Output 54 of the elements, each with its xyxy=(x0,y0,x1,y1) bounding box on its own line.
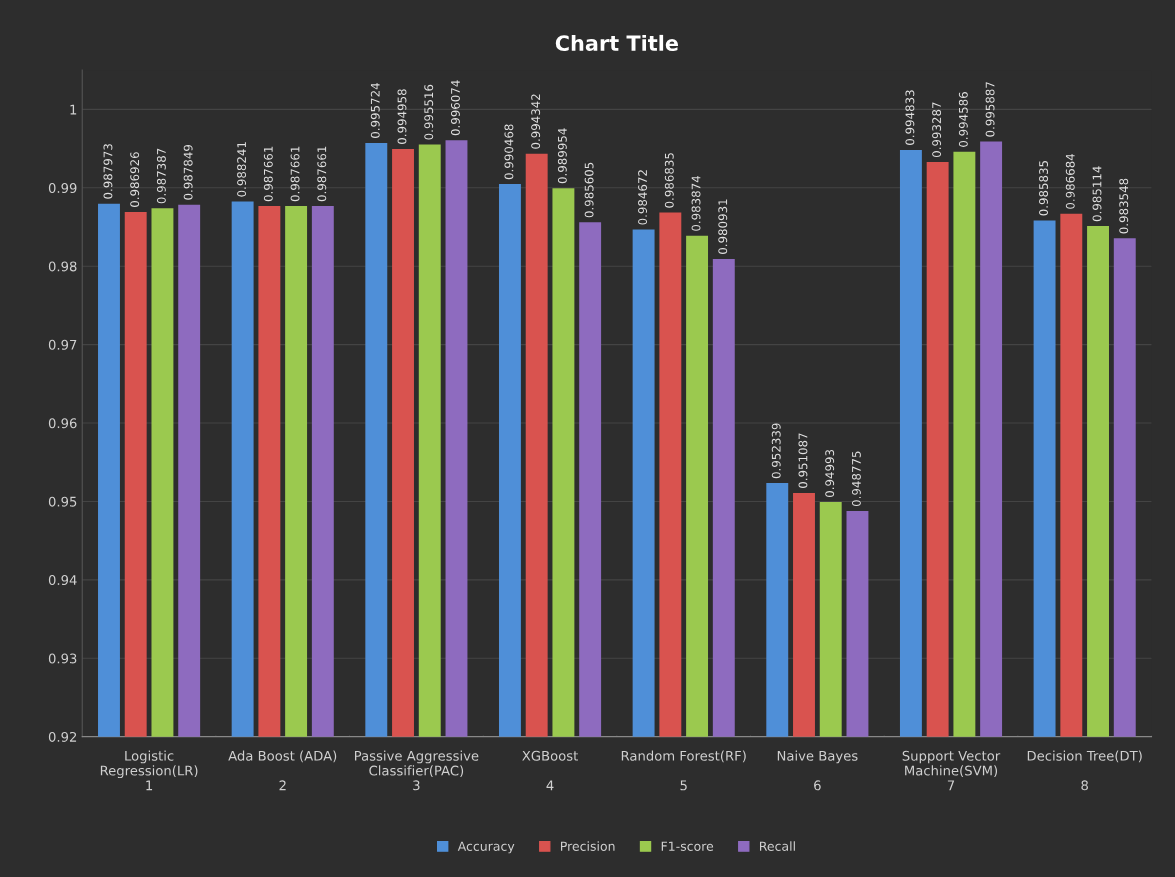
x-tick-label: Logistic Regression(LR) 1 xyxy=(100,750,198,791)
data-label: 0.984672 xyxy=(638,170,648,225)
data-label: 0.989954 xyxy=(557,128,567,184)
data-label: 0.994586 xyxy=(958,92,968,147)
x-tick-label: Passive Aggressive Classifier(PAC) 3 xyxy=(355,750,479,791)
y-tick-label: 0.99 xyxy=(48,183,77,193)
data-label: 0.985605 xyxy=(584,162,594,218)
category-label: Decision Tree(DT) 8 xyxy=(1027,750,1142,791)
data-label: 0.987849 xyxy=(183,144,193,200)
legend-label: F1-score xyxy=(661,841,714,851)
legend-label: Accuracy xyxy=(457,841,515,854)
category-label: Ada Boost (ADA) 2 xyxy=(228,750,337,791)
data-label: 0.983548 xyxy=(1119,178,1129,234)
data-label: 0.987387 xyxy=(156,148,166,204)
data-label: 0.988241 xyxy=(237,142,247,197)
x-tick-label: Support Vector Machine(SVM) 7 xyxy=(902,750,1001,791)
legend-label: Recall xyxy=(759,841,795,851)
data-label: 0.987661 xyxy=(263,146,273,202)
y-tick-label: 0.92 xyxy=(48,731,77,742)
data-label: 0.990468 xyxy=(504,124,514,180)
data-label: 0.986835 xyxy=(664,153,674,208)
y-tick-label: 0.98 xyxy=(48,261,77,272)
data-label: 0.987661 xyxy=(290,146,300,202)
y-tick-label: 0.93 xyxy=(48,653,77,664)
data-label: 0.985835 xyxy=(1039,160,1048,216)
category-label: Random Forest(RF) 5 xyxy=(621,750,746,791)
data-label: 0.995724 xyxy=(370,83,380,138)
data-label: 0.996074 xyxy=(450,80,460,136)
category-label: XGBoost 4 xyxy=(522,750,578,791)
data-label: 0.94993 xyxy=(825,449,835,498)
y-tick-label: 0.96 xyxy=(48,418,77,429)
data-label: 0.994342 xyxy=(531,94,541,149)
data-label: 0.952339 xyxy=(771,423,781,479)
data-label: 0.948775 xyxy=(851,451,861,507)
data-label: 0.993287 xyxy=(932,102,942,158)
data-label: 0.980931 xyxy=(718,199,728,254)
data-label: 0.986684 xyxy=(1065,153,1075,209)
data-label: 0.985114 xyxy=(1092,166,1102,222)
chart-title: Chart Title xyxy=(555,34,678,52)
category-label: Naive Bayes 6 xyxy=(777,750,858,791)
data-label: 0.995516 xyxy=(424,84,434,140)
legend-label: Precision xyxy=(560,841,615,851)
y-tick-label: 0.95 xyxy=(48,496,77,507)
data-label: 0.994958 xyxy=(397,89,407,144)
data-label: 0.987973 xyxy=(103,144,113,199)
data-label: 0.987661 xyxy=(317,146,327,202)
y-tick-label: 1 xyxy=(70,104,77,115)
data-label: 0.995887 xyxy=(985,82,995,137)
data-label: 0.994833 xyxy=(905,90,915,145)
data-label: 0.951087 xyxy=(798,433,808,488)
y-tick-label: 0.97 xyxy=(48,339,77,350)
data-label: 0.983874 xyxy=(691,175,701,231)
y-tick-label: 0.94 xyxy=(48,575,77,586)
data-label: 0.986926 xyxy=(130,152,140,207)
